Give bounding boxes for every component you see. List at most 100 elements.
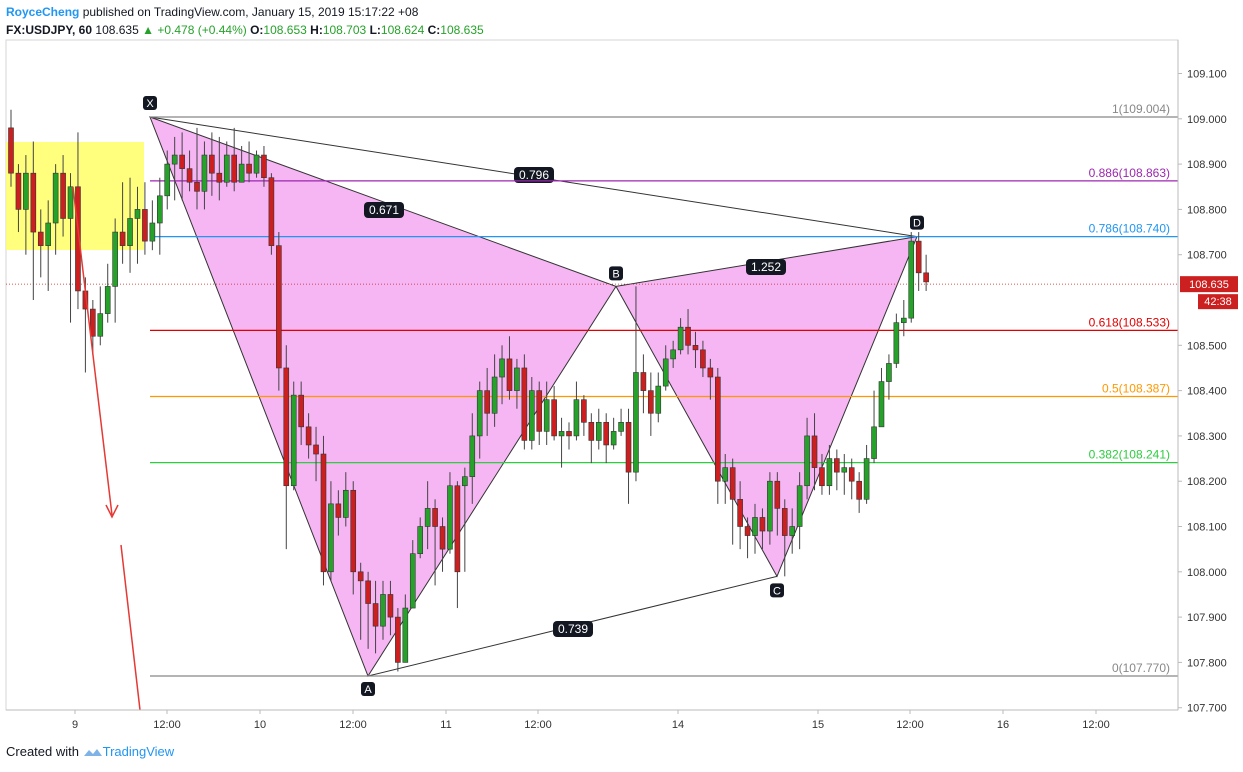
candle-body bbox=[164, 163, 171, 197]
candle-body bbox=[819, 467, 825, 487]
x-tick-label: 9 bbox=[72, 719, 78, 731]
candle-body bbox=[521, 367, 528, 441]
candle bbox=[97, 286, 104, 346]
publish-info: published on TradingView.com, January 15… bbox=[82, 5, 419, 19]
candle-body bbox=[75, 186, 81, 292]
point-badge bbox=[770, 583, 784, 598]
candle bbox=[417, 517, 424, 559]
high-label: H: bbox=[310, 23, 323, 37]
x-tick-label: 12:00 bbox=[153, 719, 181, 731]
candle bbox=[238, 145, 245, 183]
point-letter: A bbox=[364, 684, 372, 696]
candle-body bbox=[551, 399, 557, 437]
candle bbox=[499, 345, 505, 405]
candle-body bbox=[201, 154, 208, 192]
candle-body bbox=[335, 503, 342, 518]
fib-label: 0.886(108.863) bbox=[1089, 166, 1170, 180]
fib-label: 0.618(108.533) bbox=[1089, 315, 1170, 329]
ratio-label: 0.796 bbox=[514, 167, 554, 183]
candle bbox=[134, 186, 141, 264]
candle bbox=[655, 372, 662, 423]
ratio-label: 1.252 bbox=[746, 259, 786, 275]
candle bbox=[179, 132, 185, 201]
candle bbox=[640, 354, 647, 414]
candle bbox=[722, 454, 729, 504]
candle-body bbox=[506, 358, 513, 391]
candle-body bbox=[194, 181, 200, 192]
ratio-text: 0.739 bbox=[558, 622, 588, 636]
candle bbox=[37, 209, 44, 278]
candle-body bbox=[722, 467, 729, 482]
candle-body bbox=[499, 358, 505, 378]
candle bbox=[677, 318, 684, 355]
arrow-shaft bbox=[72, 186, 113, 516]
candle bbox=[30, 141, 37, 301]
y-tick-label: 108.300 bbox=[1187, 431, 1227, 443]
candle-body bbox=[186, 168, 193, 183]
candle-body bbox=[774, 480, 781, 509]
candle-body bbox=[447, 485, 453, 550]
candle-body bbox=[581, 399, 587, 423]
fib-label: 0.786(108.740) bbox=[1089, 222, 1170, 236]
author-link[interactable]: RoyceCheng bbox=[6, 5, 80, 19]
candle-body bbox=[886, 363, 892, 382]
candle-body bbox=[707, 367, 714, 378]
axes: 109.100 109.000 108.900 108.800 108.700 108.5… bbox=[6, 40, 1238, 731]
candle-body bbox=[328, 503, 334, 573]
candle-body bbox=[618, 422, 624, 432]
candle bbox=[729, 458, 736, 545]
price-tag bbox=[1180, 276, 1238, 293]
candle bbox=[447, 472, 453, 554]
candle-body bbox=[8, 127, 14, 174]
candle bbox=[67, 173, 74, 323]
candle-body bbox=[15, 172, 22, 210]
candle-body bbox=[171, 154, 178, 165]
candle-body bbox=[283, 367, 290, 487]
candle bbox=[335, 490, 342, 536]
candle bbox=[856, 472, 862, 513]
candle-body bbox=[528, 390, 535, 441]
candle bbox=[841, 454, 848, 495]
candle bbox=[863, 444, 870, 504]
x-tick-label: 12:00 bbox=[339, 719, 367, 731]
candle-body bbox=[67, 186, 74, 219]
open-value: 108.653 bbox=[263, 23, 307, 37]
candle bbox=[514, 358, 520, 409]
candle bbox=[290, 381, 297, 491]
y-tick-label: 108.900 bbox=[1187, 159, 1227, 171]
candle bbox=[796, 472, 803, 550]
candle-body bbox=[685, 326, 691, 346]
x-tick-label: 15 bbox=[812, 719, 824, 731]
candle-body bbox=[543, 399, 550, 432]
candle-body bbox=[365, 580, 371, 604]
low-value: 108.624 bbox=[380, 23, 425, 37]
candle bbox=[692, 331, 699, 368]
candle bbox=[462, 467, 468, 572]
candle bbox=[506, 336, 513, 400]
candle-body bbox=[729, 467, 736, 500]
candle-body bbox=[566, 431, 572, 437]
candle-body bbox=[514, 367, 520, 391]
candle-body bbox=[246, 163, 252, 174]
candle bbox=[767, 472, 773, 545]
candle-body bbox=[484, 390, 490, 414]
candle bbox=[313, 426, 319, 482]
ratio-bg bbox=[553, 621, 593, 637]
candle-body bbox=[179, 154, 185, 169]
symbol-label[interactable]: FX:USDJPY, 60 bbox=[6, 23, 93, 37]
candle-body bbox=[409, 553, 416, 609]
candle bbox=[566, 422, 572, 450]
candle bbox=[484, 367, 490, 436]
candle-body bbox=[268, 177, 275, 246]
y-tick-label: 107.800 bbox=[1187, 657, 1227, 669]
point-x: X bbox=[143, 96, 157, 110]
candle-body bbox=[209, 154, 215, 174]
candle bbox=[283, 345, 290, 550]
candle-body bbox=[588, 422, 595, 441]
red-arrow bbox=[72, 186, 141, 711]
candle bbox=[789, 508, 796, 554]
candle bbox=[127, 177, 133, 273]
y-tick-label: 108.800 bbox=[1187, 204, 1227, 216]
tradingview-link[interactable]: TradingView bbox=[102, 744, 175, 759]
